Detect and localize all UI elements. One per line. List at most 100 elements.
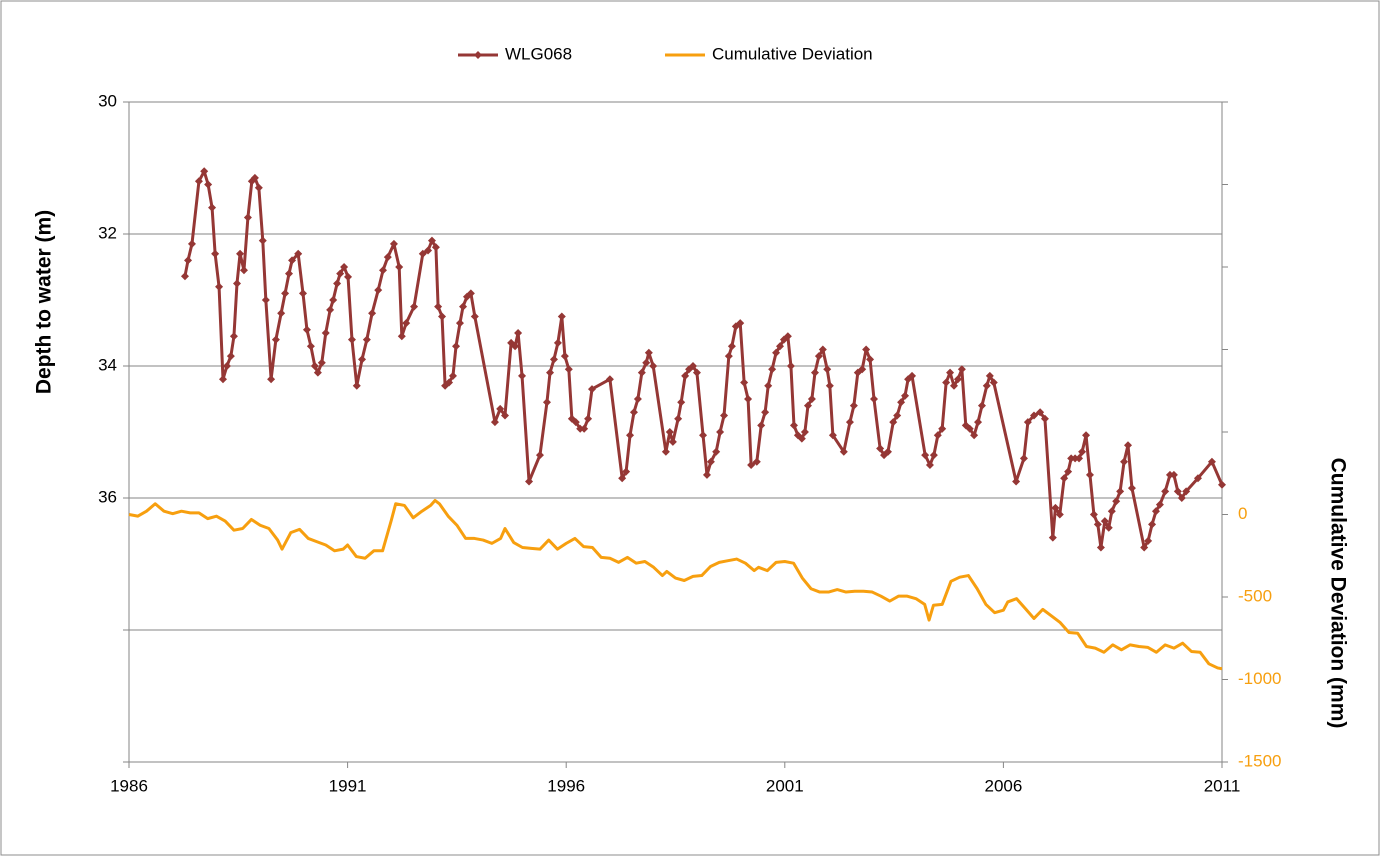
legend-marker <box>474 51 482 59</box>
data-point <box>243 213 252 222</box>
data-point <box>800 428 809 436</box>
data-point <box>702 470 711 479</box>
y2-tick-label: -1500 <box>1238 751 1281 770</box>
data-point <box>410 302 419 311</box>
y2-tick-label: -1000 <box>1238 669 1281 688</box>
data-point <box>226 352 235 361</box>
data-point <box>200 167 209 176</box>
data-point <box>706 457 715 466</box>
data-point <box>250 173 259 182</box>
x-tick-label: 2001 <box>766 776 804 795</box>
x-tick-label: 1991 <box>329 776 367 795</box>
data-point <box>622 467 631 476</box>
y2-tick-label: -500 <box>1238 586 1272 605</box>
data-point <box>285 269 294 278</box>
data-point <box>797 434 806 443</box>
data-point <box>1089 510 1098 519</box>
data-point <box>1107 507 1116 516</box>
data-point <box>418 249 427 258</box>
data-point <box>445 378 454 387</box>
y2-tick-label: 0 <box>1238 504 1247 523</box>
series-line <box>128 498 1223 671</box>
data-point <box>317 358 326 367</box>
data-point <box>699 431 708 440</box>
data-point <box>642 358 651 367</box>
data-point <box>455 319 464 328</box>
x-tick-label: 1996 <box>547 776 585 795</box>
data-point <box>761 408 770 417</box>
data-point <box>302 325 311 334</box>
data-point <box>395 263 404 271</box>
data-point <box>584 414 593 423</box>
data-point <box>933 431 942 440</box>
data-point <box>496 404 505 413</box>
data-point <box>299 289 308 298</box>
data-point <box>340 263 349 271</box>
data-point <box>649 362 658 370</box>
data-point <box>352 381 361 390</box>
data-point <box>681 371 690 380</box>
data-point <box>546 368 555 377</box>
data-point <box>1144 536 1153 545</box>
data-point <box>1051 503 1060 512</box>
data-point <box>727 342 736 351</box>
data-point <box>772 348 781 357</box>
data-point <box>783 332 792 341</box>
data-point <box>946 368 955 377</box>
data-point <box>321 329 330 337</box>
data-point <box>514 329 523 337</box>
data-point <box>921 451 930 460</box>
data-point <box>184 256 193 265</box>
data-point <box>1127 484 1136 493</box>
data-point <box>1161 487 1170 496</box>
data-point <box>626 431 635 440</box>
data-point <box>1040 414 1049 423</box>
data-point <box>889 418 898 427</box>
data-point <box>942 378 951 387</box>
data-point <box>1148 520 1157 529</box>
data-point <box>448 371 457 380</box>
data-point <box>712 447 721 456</box>
data-point <box>744 395 753 403</box>
data-point <box>862 345 871 354</box>
data-point <box>571 418 580 427</box>
data-point <box>1140 543 1149 552</box>
data-point <box>1151 507 1160 516</box>
data-point <box>397 332 406 341</box>
data-point <box>845 418 854 427</box>
data-point <box>313 368 322 377</box>
data-point <box>775 342 784 351</box>
data-point <box>970 431 979 440</box>
data-point <box>452 342 461 351</box>
data-point <box>333 279 342 288</box>
data-point <box>1177 494 1186 502</box>
data-point <box>1182 487 1191 496</box>
data-point <box>828 431 837 440</box>
data-point <box>740 378 749 387</box>
data-point <box>1064 467 1073 476</box>
data-point <box>1169 470 1178 479</box>
data-point <box>692 368 701 377</box>
data-point <box>459 302 468 311</box>
data-point <box>180 272 189 281</box>
data-point <box>1048 533 1057 542</box>
data-point <box>1120 457 1129 466</box>
data-point <box>1030 411 1039 420</box>
data-point <box>236 249 245 258</box>
data-point <box>518 371 527 380</box>
data-point <box>306 342 315 351</box>
data-point <box>807 395 816 403</box>
data-point <box>535 451 544 460</box>
data-point <box>222 362 231 370</box>
data-point <box>564 365 573 374</box>
data-point <box>1078 447 1087 456</box>
data-point <box>839 447 848 456</box>
legend-label: WLG068 <box>505 44 572 63</box>
data-point <box>818 345 827 354</box>
data-point <box>668 437 677 446</box>
data-point <box>908 371 917 380</box>
data-point <box>402 319 411 328</box>
data-point <box>187 239 196 248</box>
data-point <box>1207 457 1216 466</box>
data-point <box>389 239 398 248</box>
